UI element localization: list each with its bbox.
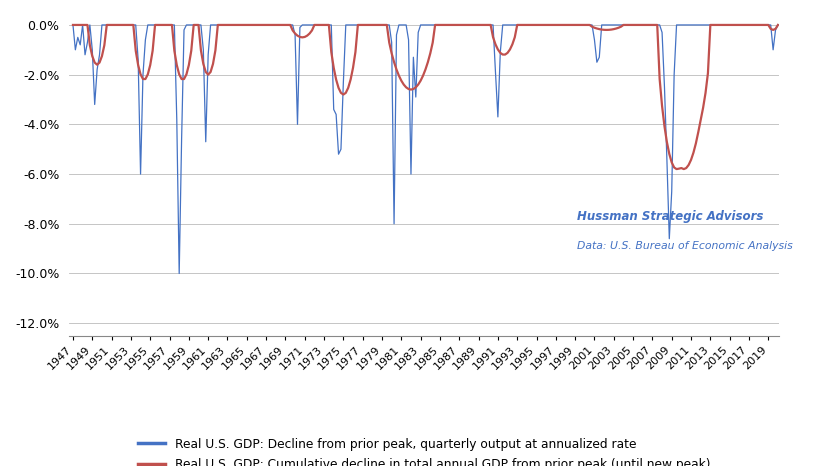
Text: Data: U.S. Bureau of Economic Analysis: Data: U.S. Bureau of Economic Analysis bbox=[576, 241, 792, 251]
Text: Hussman Strategic Advisors: Hussman Strategic Advisors bbox=[576, 210, 763, 223]
Legend: Real U.S. GDP: Decline from prior peak, quarterly output at annualized rate, Rea: Real U.S. GDP: Decline from prior peak, … bbox=[138, 438, 710, 466]
